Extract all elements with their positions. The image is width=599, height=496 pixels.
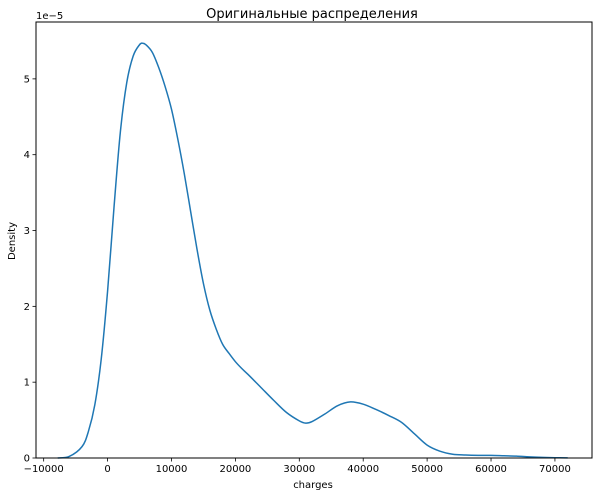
x-tick-label: 50000 [411,464,443,475]
y-tick-label: 3 [24,226,30,237]
x-axis-label: charges [293,480,333,491]
y-tick-label: 0 [24,454,30,465]
x-tick-label: 60000 [475,464,507,475]
y-tick-label: 1 [24,378,30,389]
y-axis-ticks: 0 1 2 3 4 5 [24,74,36,465]
x-tick-label: 70000 [539,464,571,475]
series-line-charges [57,42,568,459]
x-tick-label: 40000 [347,464,379,475]
x-axis-ticks: −10000 0 10000 20000 30000 40000 50000 60000 700… [24,458,571,475]
y-tick-label: 5 [24,74,30,85]
x-tick-label: −10000 [24,464,64,475]
x-tick-label: 30000 [283,464,315,475]
y-tick-label: 2 [24,302,30,313]
x-tick-label: 0 [104,464,110,475]
chart-title: Оригинальные распределения [206,7,418,22]
y-axis-offset-label: 1e−5 [36,11,63,22]
x-tick-label: 10000 [156,464,188,475]
y-tick-label: 4 [24,150,30,161]
y-axis-label: Density [7,222,18,260]
plot-frame [35,21,593,459]
plot-area: −10000 0 10000 20000 30000 40000 50000 60000 700… [24,21,593,475]
x-tick-label: 20000 [219,464,251,475]
